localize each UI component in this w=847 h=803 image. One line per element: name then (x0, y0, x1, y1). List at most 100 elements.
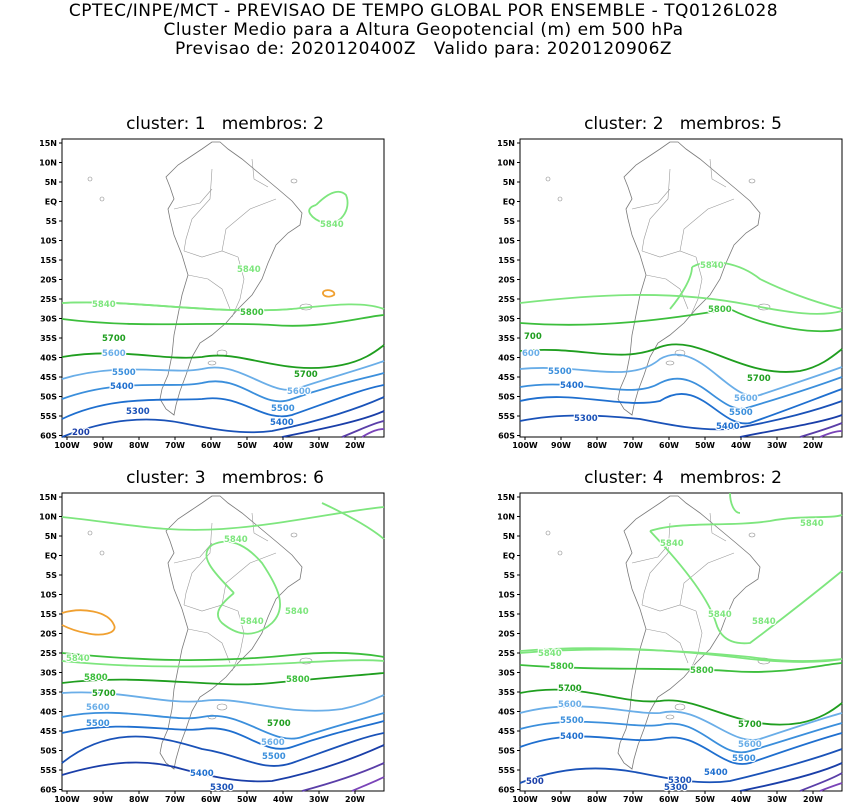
contour-label: 5700 (738, 720, 762, 730)
lon-label: 30W (309, 441, 329, 450)
lat-label: 40S (40, 354, 57, 363)
panel-4-title: cluster: 4 membros: 2 (584, 468, 782, 488)
island-outline (207, 360, 217, 366)
contour-line (519, 376, 843, 410)
lat-label: 25S (40, 295, 57, 304)
contour-label: 5500 (271, 404, 295, 414)
country-border (689, 610, 703, 672)
lat-label: 5N (503, 178, 515, 187)
header-line-1: CPTEC/INPE/MCT - PREVISAO DE TEMPO GLOBA… (68, 1, 779, 21)
header-line-2: Cluster Medio para a Altura Geopotencial… (163, 20, 684, 40)
contour-label: 5800 (84, 673, 108, 683)
country-border (251, 158, 269, 188)
continent-outline (617, 495, 761, 770)
lat-label: 10S (40, 591, 57, 600)
header-line-3: Previsao de: 2020120400Z Valido para: 20… (174, 39, 673, 59)
island-outline (665, 714, 675, 720)
lat-label: 30S (40, 669, 57, 678)
country-border (221, 552, 277, 606)
lat-label: 50S (40, 393, 57, 402)
contour-label: 600 (522, 349, 540, 359)
lat-label: 50S (40, 747, 57, 756)
lat-label: 15N (39, 493, 57, 502)
lat-label: 55S (498, 766, 515, 775)
island-outline (290, 178, 298, 184)
contour-label: 5400 (704, 768, 728, 778)
country-border (221, 198, 277, 252)
lon-label: 50W (237, 441, 257, 450)
map-panel-1: 5840 5840 5840 5800 5700 5700 5600 5600 5500 5500… (39, 138, 385, 450)
country-border (251, 512, 269, 542)
contour-label: 5840 (92, 300, 116, 310)
lat-label: 30S (498, 315, 515, 324)
lat-label: 55S (40, 766, 57, 775)
lat-label: 10S (40, 237, 57, 246)
lat-label: 55S (40, 412, 57, 421)
contour-label: 5300 (668, 776, 692, 786)
lat-label: 5N (45, 532, 57, 541)
lat-label: 10S (498, 237, 515, 246)
lat-label: 50S (498, 393, 515, 402)
contour-line (61, 711, 385, 740)
country-border (641, 250, 697, 258)
lat-label: 55S (498, 412, 515, 421)
contour-line (351, 776, 385, 792)
lon-label: 70W (623, 795, 643, 803)
lat-label: 15N (39, 139, 57, 148)
country-border (709, 158, 727, 188)
contour-label: 5840 (800, 519, 824, 529)
lat-label: 5N (45, 178, 57, 187)
continent-outline (617, 141, 761, 416)
contour-label: 5600 (86, 703, 110, 713)
panel-1-title: cluster: 1 membros: 2 (126, 114, 324, 134)
lon-label: 20W (803, 441, 823, 450)
lat-label: 25S (498, 295, 515, 304)
contour-label: 5600 (261, 738, 285, 748)
contour-line (61, 384, 385, 420)
contour-label: 5840 (285, 607, 309, 617)
island-outline (557, 196, 563, 202)
lat-label: 25S (498, 649, 515, 658)
contour-label: 5840 (700, 261, 724, 271)
lat-label: EQ (45, 552, 57, 561)
contour-label: 5400 (110, 382, 134, 392)
contour-line (61, 651, 385, 661)
contour-line-closed-high (322, 289, 336, 298)
lon-label: 40W (731, 441, 751, 450)
contour-label: 5600 (102, 349, 126, 359)
lon-label: 20W (345, 795, 365, 803)
island-outline (665, 360, 675, 366)
lon-label: 70W (165, 795, 185, 803)
contour-label: 5800 (240, 308, 264, 318)
contour-line (519, 705, 843, 741)
contour-line (519, 294, 843, 315)
lat-label: 45S (40, 373, 57, 382)
lat-label: 20S (40, 276, 57, 285)
contour-label: 200 (72, 428, 90, 438)
lon-label: 20W (803, 795, 823, 803)
contour-line (281, 410, 385, 438)
contour-label: 5500 (86, 719, 110, 729)
contour-label: 5800 (550, 662, 574, 672)
lat-label: 5S (46, 571, 58, 580)
contour-line (61, 344, 385, 369)
contour-label: 5500 (262, 752, 286, 762)
contour-label: 5840 (320, 220, 344, 230)
lat-label: 45S (498, 373, 515, 382)
contour-label: 5600 (738, 740, 762, 750)
lat-label: 10S (498, 591, 515, 600)
contour-line (519, 732, 843, 765)
lat-label: 15S (498, 256, 515, 265)
lon-label: 80W (129, 795, 149, 803)
contour-label: 5840 (538, 649, 562, 659)
lat-label: 15S (40, 256, 57, 265)
contour-line (61, 744, 385, 783)
country-border (231, 256, 245, 318)
lat-label: 15N (497, 493, 515, 502)
lon-label: 90W (93, 795, 113, 803)
lat-label: 60S (498, 786, 515, 795)
contour-label: 5700 (294, 370, 318, 380)
contour-line (321, 502, 385, 540)
contour-line (61, 314, 385, 327)
country-border (641, 168, 671, 252)
